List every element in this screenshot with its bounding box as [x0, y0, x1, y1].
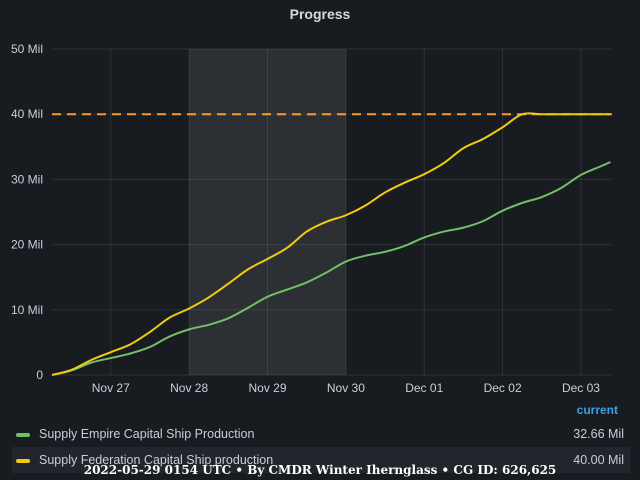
legend-header-current[interactable]: current — [576, 403, 618, 417]
x-tick-label-5: Dec 02 — [484, 381, 522, 395]
y-tick-label-4: 40 Mil — [11, 107, 43, 121]
legend-swatch-federation — [16, 459, 30, 463]
y-tick-label-1: 10 Mil — [11, 303, 43, 317]
grid-layer — [52, 48, 612, 376]
highlight-band — [189, 49, 346, 375]
highlight-band-layer — [189, 49, 346, 375]
x-tick-label-6: Dec 03 — [562, 381, 600, 395]
legend-current-federation: 40.00 Mil — [573, 453, 624, 467]
series-layer — [51, 112, 611, 376]
y-tick-label-2: 20 Mil — [11, 238, 43, 252]
x-tick-label-4: Dec 01 — [405, 381, 443, 395]
x-tick-label-2: Nov 29 — [248, 381, 286, 395]
legend-label-empire: Supply Empire Capital Ship Production — [39, 427, 255, 441]
legend-current-empire: 32.66 Mil — [573, 427, 624, 441]
footer-credit: 2022-05-29 0154 UTC • By CMDR Winter Ihe… — [83, 463, 557, 477]
legend-item-federation[interactable]: Supply Federation Capital Ship productio… — [12, 447, 630, 473]
legend-item-empire[interactable]: Supply Empire Capital Ship Production 32… — [12, 421, 630, 447]
series-line-1 — [51, 112, 611, 376]
x-tick-label-0: Nov 27 — [92, 381, 130, 395]
x-tick-label-1: Nov 28 — [170, 381, 208, 395]
y-tick-label-0: 0 — [36, 368, 43, 382]
series-line-0 — [51, 161, 611, 376]
y-tick-label-5: 50 Mil — [11, 42, 43, 56]
x-tick-label-3: Nov 30 — [327, 381, 365, 395]
legend-swatch-empire — [16, 433, 30, 437]
y-tick-label-3: 30 Mil — [11, 172, 43, 186]
chart-title: Progress — [289, 6, 351, 22]
legend-label-federation: Supply Federation Capital Ship productio… — [39, 453, 274, 467]
y-axis: 0 10 Mil 20 Mil 30 Mil 40 Mil 50 Mil — [11, 42, 43, 382]
x-axis: Nov 27 Nov 28 Nov 29 Nov 30 Dec 01 Dec 02 Dec … — [92, 381, 601, 395]
